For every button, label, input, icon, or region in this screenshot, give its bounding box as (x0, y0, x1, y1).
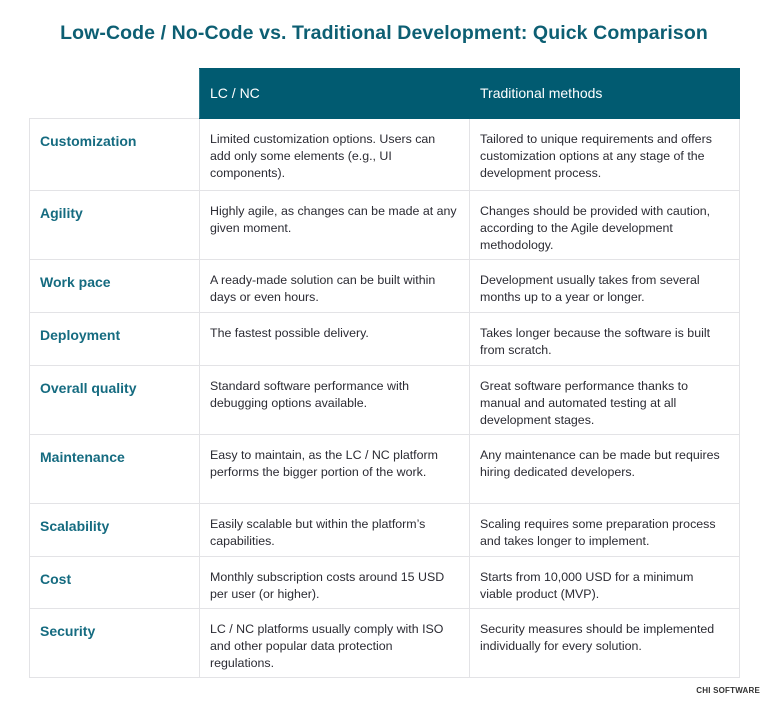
traditional-cell: Development usually takes from several m… (469, 259, 740, 313)
lcnc-cell: Highly agile, as changes can be made at … (199, 190, 470, 260)
table-row: Overall quality Standard software perform… (29, 365, 740, 435)
traditional-cell: Great software performance thanks to man… (469, 365, 740, 435)
traditional-cell: Security measures should be implemented … (469, 608, 740, 678)
lcnc-cell: The fastest possible delivery. (199, 312, 470, 366)
lcnc-cell: LC / NC platforms usually comply with IS… (199, 608, 470, 678)
column-header-traditional: Traditional methods (469, 68, 740, 119)
row-label: Security (29, 608, 200, 678)
lcnc-cell: Easy to maintain, as the LC / NC platfor… (199, 434, 470, 504)
row-label: Cost (29, 556, 200, 609)
table-row: Deployment The fastest possible delivery.… (29, 312, 740, 366)
table-row: Scalability Easily scalable but within th… (29, 503, 740, 557)
traditional-cell: Changes should be provided with caution,… (469, 190, 740, 260)
row-label: Scalability (29, 503, 200, 557)
row-label: Agility (29, 190, 200, 260)
lcnc-cell: A ready-made solution can be built withi… (199, 259, 470, 313)
row-label: Maintenance (29, 434, 200, 504)
traditional-cell: Takes longer because the software is bui… (469, 312, 740, 366)
row-label: Overall quality (29, 365, 200, 435)
lcnc-cell: Easily scalable but within the platform’… (199, 503, 470, 557)
lcnc-cell: Limited customization options. Users can… (199, 118, 470, 191)
table-row: Agility Highly agile, as changes can be m… (29, 190, 740, 260)
comparison-table: LC / NC Traditional methods Customizatio… (29, 68, 740, 678)
lcnc-cell: Monthly subscription costs around 15 USD… (199, 556, 470, 609)
row-label: Work pace (29, 259, 200, 313)
table-row: Maintenance Easy to maintain, as the LC /… (29, 434, 740, 504)
row-label: Deployment (29, 312, 200, 366)
traditional-cell: Tailored to unique requirements and offe… (469, 118, 740, 191)
table-row: Work pace A ready-made solution can be bu… (29, 259, 740, 313)
header-blank (29, 68, 200, 119)
column-header-lcnc: LC / NC (199, 68, 470, 119)
lcnc-cell: Standard software performance with debug… (199, 365, 470, 435)
chi-software-logo: CHI SOFTWARE (696, 686, 760, 695)
table-row: Customization Limited customization optio… (29, 118, 740, 191)
traditional-cell: Any maintenance can be made but requires… (469, 434, 740, 504)
table-row: Cost Monthly subscription costs around 15… (29, 556, 740, 609)
row-label: Customization (29, 118, 200, 191)
table-header-row: LC / NC Traditional methods (29, 68, 740, 119)
traditional-cell: Starts from 10,000 USD for a minimum via… (469, 556, 740, 609)
page-title: Low-Code / No-Code vs. Traditional Devel… (60, 22, 708, 44)
traditional-cell: Scaling requires some preparation proces… (469, 503, 740, 557)
table-row: Security LC / NC platforms usually comply… (29, 608, 740, 678)
